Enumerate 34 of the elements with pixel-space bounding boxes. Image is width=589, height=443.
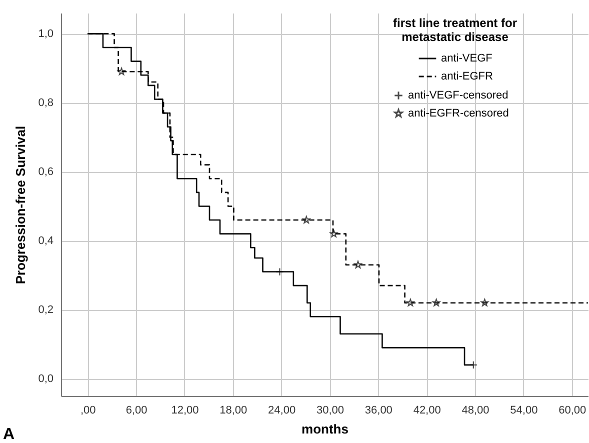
x-tick-label: 36,00 <box>364 404 392 416</box>
x-tick-label: 48,00 <box>462 404 490 416</box>
x-tick-label: 24,00 <box>268 404 296 416</box>
x-tick-label: 42,00 <box>413 404 441 416</box>
y-axis-title: Progression-free Survival <box>13 126 28 284</box>
x-tick-label: 60,00 <box>558 404 586 416</box>
x-tick-label: 54,00 <box>510 404 538 416</box>
point <box>406 298 414 306</box>
point <box>354 260 362 268</box>
legend-title: first line treatment for metastatic disease <box>392 16 518 44</box>
point <box>302 216 310 224</box>
point <box>480 298 489 306</box>
legend-label: anti-EGFR <box>441 70 494 82</box>
x-tick-label: 18,00 <box>220 404 248 416</box>
y-tick-label: 0,6 <box>38 166 54 178</box>
point <box>432 298 440 306</box>
y-tick-label: 0,8 <box>38 97 54 110</box>
x-tick-label: ,00 <box>80 404 96 416</box>
point <box>469 360 478 370</box>
legend-label: anti-EGFR-censored <box>408 108 509 120</box>
legend-label: anti-VEGF <box>441 52 493 64</box>
y-tick-label: 0,4 <box>38 235 54 248</box>
x-axis-title: months <box>302 422 348 436</box>
y-tick-label: 1,0 <box>38 28 54 40</box>
legend-label: anti-VEGF-censored <box>408 90 508 102</box>
point <box>118 68 126 76</box>
x-tick-label: 30,00 <box>316 404 344 416</box>
x-tick-label: 6,00 <box>126 404 148 416</box>
point <box>276 268 284 276</box>
y-tick-label: 0,2 <box>38 304 54 316</box>
text: A <box>3 426 15 443</box>
point <box>330 230 338 238</box>
y-tick-label: 0,0 <box>38 373 54 386</box>
x-tick-label: 12,00 <box>171 404 199 416</box>
